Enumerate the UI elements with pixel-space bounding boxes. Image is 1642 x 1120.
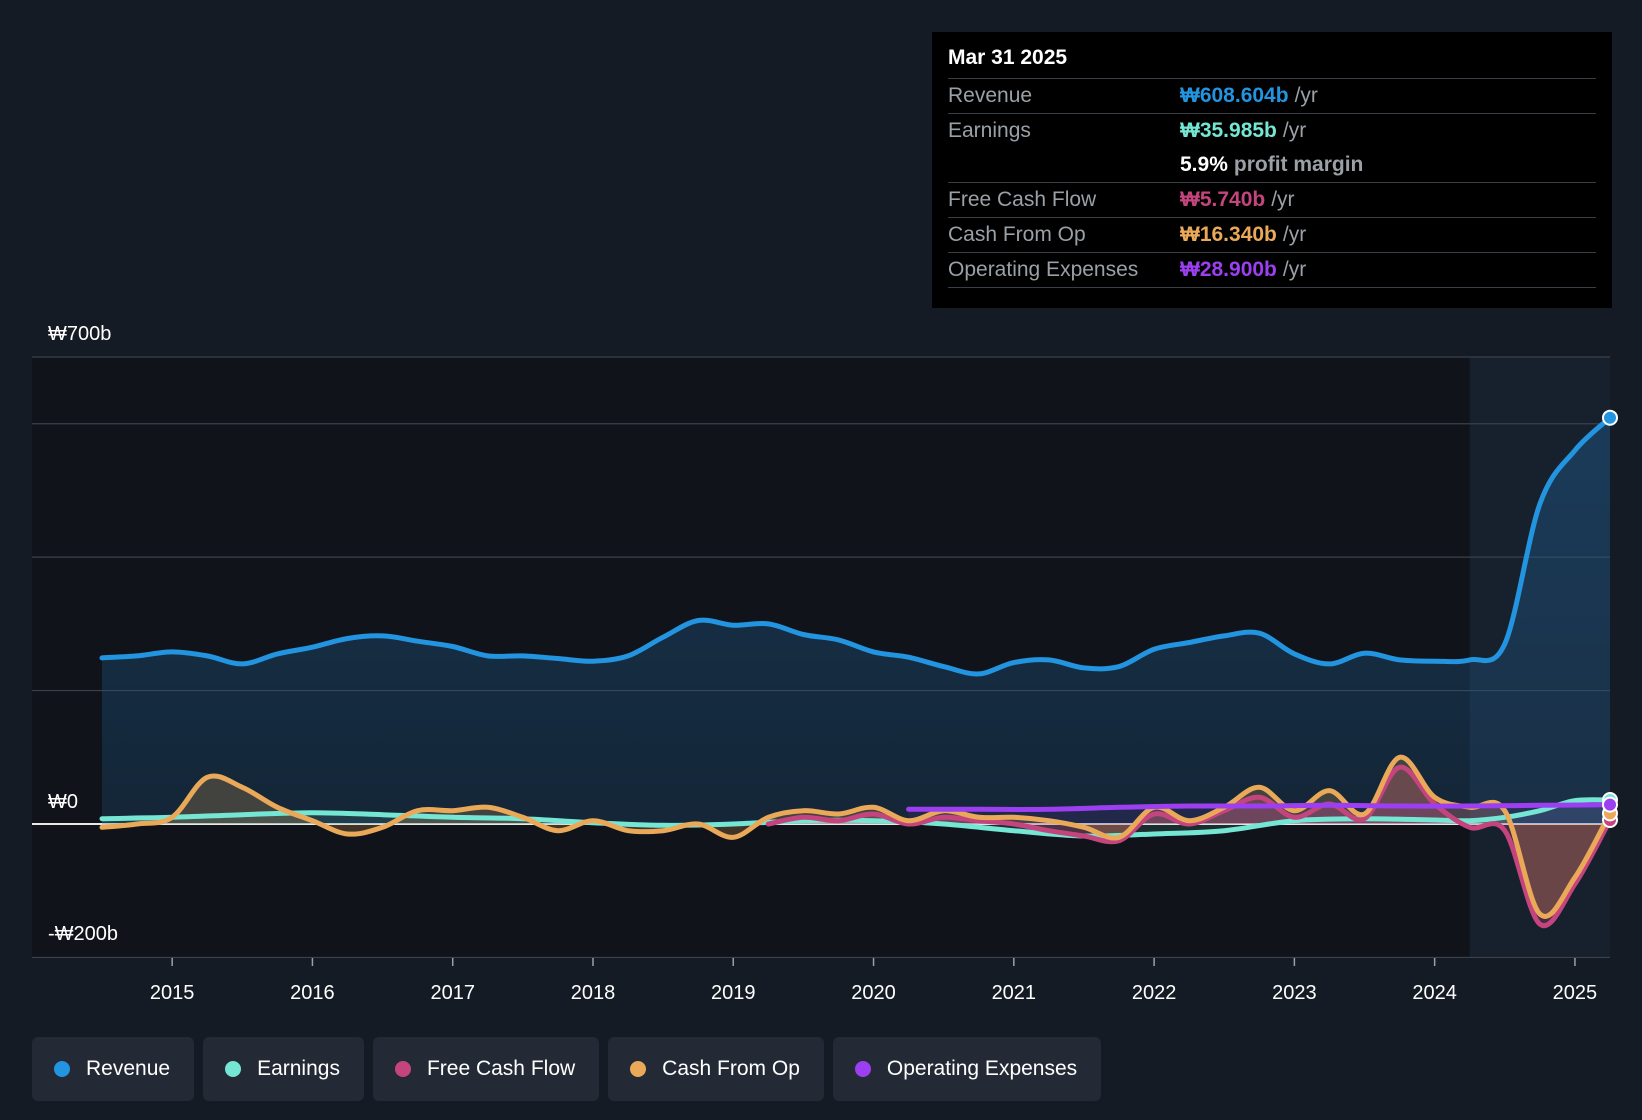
legend-label: Revenue bbox=[86, 1057, 171, 1080]
tooltip-label: Earnings bbox=[948, 119, 1031, 142]
x-tick-label: 2021 bbox=[992, 982, 1037, 1004]
tooltip-label: Revenue bbox=[948, 84, 1033, 107]
tooltip-value: ₩608.604b bbox=[1180, 84, 1289, 107]
tooltip-label: Cash From Op bbox=[948, 223, 1086, 246]
earnings-area bbox=[102, 799, 1610, 837]
tooltip-date: Mar 31 2025 bbox=[948, 46, 1068, 69]
x-axis: 2015 2016 2017 2018 2019 2020 2021 2022 2023 2024… bbox=[150, 958, 1597, 1004]
x-tick-label: 2020 bbox=[851, 982, 896, 1004]
legend-item-free-cash-flow[interactable]: Free Cash Flow bbox=[372, 1037, 600, 1101]
tooltip-value: ₩5.740b bbox=[1180, 188, 1266, 211]
y-axis-label-zero: ₩0 bbox=[48, 791, 78, 813]
tooltip-row-cfo: Cash From Op ₩16.340b /yr bbox=[948, 217, 1596, 252]
tooltip-row-earnings: Earnings ₩35.985b /yr bbox=[948, 113, 1596, 148]
tooltip-unit: /yr bbox=[1294, 84, 1318, 107]
revenue-area bbox=[102, 417, 1610, 824]
tooltip-row-revenue: Revenue ₩608.604b /yr bbox=[948, 78, 1596, 113]
tooltip-panel: Mar 31 2025 Revenue ₩608.604b /yr Earnin… bbox=[932, 32, 1612, 308]
tooltip-value: 5.9% bbox=[1180, 153, 1228, 176]
legend-item-earnings[interactable]: Earnings bbox=[203, 1037, 364, 1101]
x-tick-label: 2024 bbox=[1412, 982, 1457, 1004]
x-tick-label: 2017 bbox=[430, 982, 475, 1004]
tooltip-unit: /yr bbox=[1282, 119, 1307, 142]
revenue-line bbox=[99, 415, 1613, 677]
legend-dot-icon bbox=[54, 1061, 70, 1077]
legend-label: Cash From Op bbox=[662, 1057, 800, 1080]
legend-dot-icon bbox=[630, 1061, 647, 1077]
y-axis-label-bottom: -₩200b bbox=[48, 923, 118, 945]
legend-item-revenue[interactable]: Revenue bbox=[32, 1037, 195, 1101]
x-tick-label: 2022 bbox=[1132, 982, 1177, 1004]
cash-from-op-line bbox=[99, 754, 1613, 919]
tooltip-label: Free Cash Flow bbox=[948, 188, 1097, 211]
legend: Revenue Earnings Free Cash Flow Cash Fro… bbox=[32, 1037, 1102, 1101]
tooltip-unit: profit margin bbox=[1233, 153, 1364, 176]
x-tick-label: 2015 bbox=[150, 982, 195, 1004]
tooltip-value: ₩28.900b bbox=[1180, 258, 1277, 281]
legend-label: Earnings bbox=[257, 1057, 340, 1080]
operating-expenses-line bbox=[906, 802, 1613, 812]
operating-expenses-end-point bbox=[1602, 796, 1618, 813]
tooltip-unit: /yr bbox=[1282, 258, 1307, 281]
series-lines bbox=[99, 415, 1613, 929]
y-axis-label-top: ₩700b bbox=[48, 323, 111, 345]
tooltip-unit: /yr bbox=[1271, 188, 1295, 211]
legend-dot-icon bbox=[854, 1061, 871, 1077]
tooltip-row-margin: 5.9% profit margin bbox=[948, 148, 1596, 182]
revenue-end-point bbox=[1602, 409, 1618, 426]
end-markers bbox=[1602, 409, 1618, 828]
tooltip-row-fcf: Free Cash Flow ₩5.740b /yr bbox=[948, 182, 1596, 217]
legend-dot-icon bbox=[225, 1061, 242, 1077]
tooltip-row-opex: Operating Expenses ₩28.900b /yr bbox=[948, 252, 1596, 288]
x-tick-label: 2025 bbox=[1553, 982, 1598, 1004]
tooltip-value: ₩35.985b bbox=[1180, 119, 1277, 142]
legend-label: Free Cash Flow bbox=[426, 1057, 576, 1080]
tooltip-value: ₩16.340b bbox=[1180, 223, 1277, 246]
x-tick-label: 2023 bbox=[1272, 982, 1317, 1004]
legend-label: Operating Expenses bbox=[886, 1057, 1078, 1080]
free-cash-flow-line bbox=[765, 764, 1613, 929]
x-tick-label: 2019 bbox=[711, 982, 756, 1004]
x-tick-label: 2016 bbox=[290, 982, 335, 1004]
legend-item-operating-expenses[interactable]: Operating Expenses bbox=[832, 1037, 1102, 1101]
tooltip-unit: /yr bbox=[1282, 223, 1307, 246]
legend-item-cash-from-op[interactable]: Cash From Op bbox=[608, 1037, 824, 1101]
x-tick-label: 2018 bbox=[571, 982, 616, 1004]
legend-dot-icon bbox=[394, 1061, 411, 1077]
tooltip-label: Operating Expenses bbox=[948, 258, 1139, 281]
